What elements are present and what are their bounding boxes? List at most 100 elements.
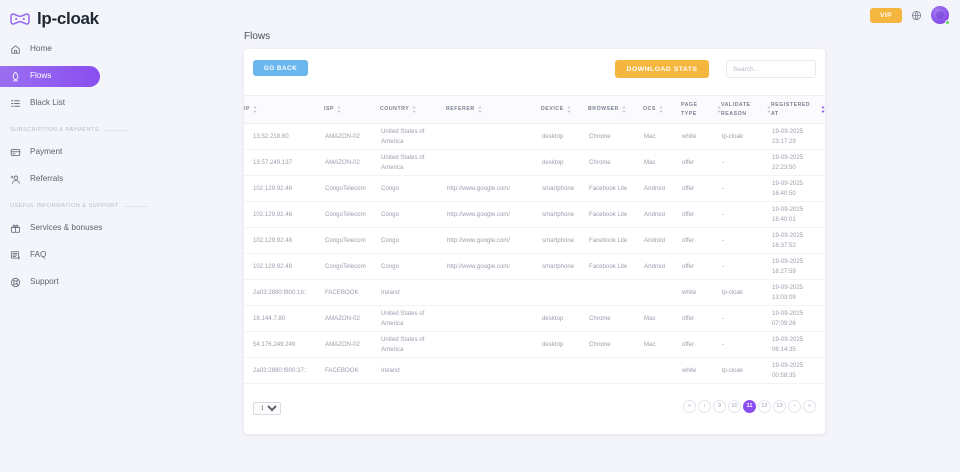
gift-icon xyxy=(10,223,21,234)
next-page[interactable]: › xyxy=(788,400,801,413)
table-row[interactable]: 13.57.249.137 AMAZON-02 United States of A… xyxy=(244,149,825,176)
globe-icon[interactable] xyxy=(911,10,922,21)
cell-country: United States of America xyxy=(380,305,446,332)
table-row[interactable]: 102.129.92.48 CongoTelecom Congo http://www… xyxy=(244,227,825,254)
sidebar-item-services-bonuses[interactable]: Services & bonuses xyxy=(0,218,228,239)
cell-registered-at: 19-09-2025 07:09:26 xyxy=(771,305,825,332)
sidebar-item-black-list[interactable]: Black List xyxy=(0,93,228,114)
divider xyxy=(104,129,129,131)
column-header-ip[interactable]: IP xyxy=(244,95,324,124)
sidebar-section-useful-info: Useful information & support xyxy=(10,203,228,209)
go-back-button[interactable]: GO BACK xyxy=(253,60,308,76)
page-11[interactable]: 11 xyxy=(743,400,756,413)
cell-registered-at: 19-09-2025 13:03:09 xyxy=(771,279,825,306)
sidebar-item-label: Home xyxy=(30,44,52,54)
table-row[interactable]: 2a03:2880:f800:1b:: FACEBOOK Ireland white l… xyxy=(244,279,825,306)
sidebar-item-faq[interactable]: FAQ xyxy=(0,245,228,266)
pagination: «‹ 9 10 11 12 13 ›» xyxy=(683,400,816,413)
sidebar-item-label: Black List xyxy=(30,98,66,108)
cell-device: smartphone xyxy=(541,227,588,254)
cell-referer xyxy=(446,357,541,384)
table-row[interactable]: 18.144.7.80 AMAZON-02 United States of Ame… xyxy=(244,305,825,332)
cell-registered-at: 19-09-2025 16:40:01 xyxy=(771,201,825,228)
search-input[interactable] xyxy=(726,60,816,78)
sort-icon xyxy=(412,106,416,113)
column-header-page-type[interactable]: Page type xyxy=(681,95,721,124)
column-header-ocs[interactable]: OCS xyxy=(643,95,681,124)
cell-registered-at: 19-09-2025 06:14:35 xyxy=(771,331,825,358)
table-row[interactable]: 102.129.92.48 CongoTelecom Congo http://www… xyxy=(244,201,825,228)
sidebar-item-home[interactable]: Home xyxy=(0,39,228,60)
vip-badge[interactable]: VIP xyxy=(870,7,902,23)
cell-referer xyxy=(446,149,541,176)
column-label: Device xyxy=(541,106,564,113)
cell-country: United States of America xyxy=(380,149,446,176)
page-10[interactable]: 10 xyxy=(728,400,741,413)
cell-ip: 18.144.7.80 xyxy=(244,305,324,332)
cell-registered-at: 19-09-2025 22:23:50 xyxy=(771,149,825,176)
cell-validate-reason: - xyxy=(721,149,771,176)
cell-ocs: Android xyxy=(643,253,681,280)
flows-card: GO BACK DOWNLOAD STATS IP xyxy=(244,49,825,434)
divider xyxy=(123,205,148,207)
column-header-referer[interactable]: Referer xyxy=(446,95,541,124)
avatar[interactable] xyxy=(931,6,950,25)
cell-browser xyxy=(588,279,643,306)
sort-icon xyxy=(478,106,482,113)
page-9[interactable]: 9 xyxy=(713,400,726,413)
sort-icon xyxy=(622,106,626,113)
sort-icon xyxy=(253,106,257,113)
page-size-select[interactable]: 102550100 xyxy=(253,402,281,415)
table-head: IP ISP xyxy=(244,95,825,124)
table-body: 13.52.218.60 AMAZON-02 United States of Am… xyxy=(244,123,825,384)
sidebar-item-referrals[interactable]: Referrals xyxy=(0,169,228,190)
cell-browser xyxy=(588,357,643,384)
column-header-browser[interactable]: Browser xyxy=(588,95,643,124)
column-label: Registered at xyxy=(771,102,811,117)
table-row[interactable]: 102.129.92.48 CongoTelecom Congo http://www… xyxy=(244,175,825,202)
cell-ip: 13.57.249.137 xyxy=(244,149,324,176)
page-12[interactable]: 12 xyxy=(758,400,771,413)
sidebar-item-flows[interactable]: Flows xyxy=(0,66,100,87)
cell-country: United States of America xyxy=(380,331,446,358)
first-page[interactable]: « xyxy=(683,400,696,413)
brand-logo[interactable]: lp-cloak xyxy=(0,0,228,30)
column-label: Page type xyxy=(681,102,698,117)
table-row[interactable]: 54.176.249.249 AMAZON-02 United States of … xyxy=(244,331,825,358)
cell-page-type: offer xyxy=(681,331,721,358)
cell-browser: Facebook Lite xyxy=(588,253,643,280)
download-stats-button[interactable]: DOWNLOAD STATS xyxy=(615,60,709,78)
cell-isp: AMAZON-02 xyxy=(324,305,380,332)
column-header-country[interactable]: Country xyxy=(380,95,446,124)
column-header-registered-at[interactable]: Registered at xyxy=(771,95,825,124)
cell-ocs: Android xyxy=(643,201,681,228)
cell-page-type: white xyxy=(681,279,721,306)
cell-page-type: offer xyxy=(681,175,721,202)
support-icon xyxy=(10,277,21,288)
sort-icon xyxy=(659,106,663,113)
sidebar-item-support[interactable]: Support xyxy=(0,272,228,293)
prev-page[interactable]: ‹ xyxy=(698,400,711,413)
cell-page-type: offer xyxy=(681,305,721,332)
page-13[interactable]: 13 xyxy=(773,400,786,413)
cell-isp: CongoTelecom xyxy=(324,253,380,280)
column-header-validate-reason[interactable]: Validate reason xyxy=(721,95,771,124)
column-header-isp[interactable]: ISP xyxy=(324,95,380,124)
last-page[interactable]: » xyxy=(803,400,816,413)
sidebar-item-label: Support xyxy=(30,277,59,287)
sidebar-item-payment[interactable]: Payment xyxy=(0,142,228,163)
cell-referer xyxy=(446,331,541,358)
table-row[interactable]: 13.52.218.60 AMAZON-02 United States of Am… xyxy=(244,123,825,150)
cell-ip: 54.176.249.249 xyxy=(244,331,324,358)
column-label: Browser xyxy=(588,106,619,113)
cell-device xyxy=(541,279,588,306)
table-row[interactable]: 102.129.92.48 CongoTelecom Congo http://www… xyxy=(244,253,825,280)
cell-browser: Chrome xyxy=(588,123,643,150)
header-actions: VIP xyxy=(870,4,950,26)
column-header-device[interactable]: Device xyxy=(541,95,588,124)
cell-page-type: offer xyxy=(681,253,721,280)
cell-registered-at: 19-09-2025 23:17:29 xyxy=(771,123,825,150)
table-row[interactable]: 2a03:2880:f800:37:: FACEBOOK Ireland white l… xyxy=(244,357,825,384)
table-toolbar: GO BACK DOWNLOAD STATS xyxy=(244,49,825,95)
